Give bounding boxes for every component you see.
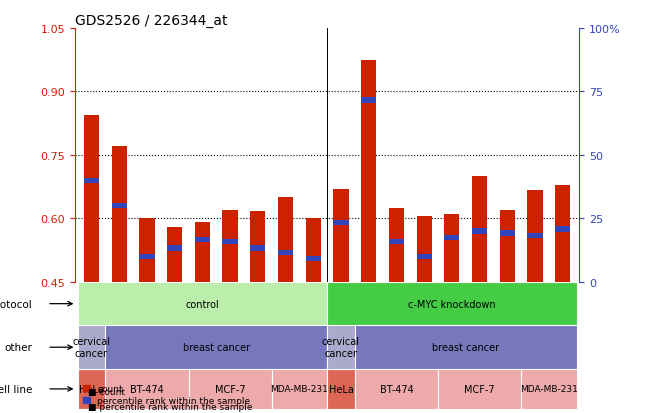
Bar xyxy=(327,325,355,369)
Bar xyxy=(223,240,238,245)
Bar xyxy=(521,369,577,409)
Bar xyxy=(527,233,543,239)
Text: ■ count
■ percentile rank within the sample: ■ count ■ percentile rank within the sam… xyxy=(88,387,253,411)
Bar xyxy=(500,231,515,236)
Bar xyxy=(105,325,327,369)
Text: MDA-MB-231: MDA-MB-231 xyxy=(270,385,328,394)
Bar xyxy=(355,369,438,409)
Bar xyxy=(527,190,543,282)
Bar xyxy=(389,240,404,245)
Bar xyxy=(333,221,349,226)
Bar xyxy=(278,198,293,282)
Text: control: control xyxy=(186,299,219,309)
Bar xyxy=(305,256,321,262)
Text: BT-474: BT-474 xyxy=(380,384,413,394)
Text: MDA-MB-231: MDA-MB-231 xyxy=(520,385,578,394)
Bar xyxy=(417,254,432,260)
Bar xyxy=(361,61,376,282)
Bar xyxy=(77,282,327,325)
Text: c-MYC knockdown: c-MYC knockdown xyxy=(408,299,495,309)
Bar xyxy=(77,325,105,369)
Bar xyxy=(472,177,487,282)
Legend: count, percentile rank within the sample: count, percentile rank within the sample xyxy=(79,381,254,408)
Bar xyxy=(361,98,376,103)
Text: breast cancer: breast cancer xyxy=(183,342,250,352)
Bar xyxy=(139,254,154,260)
Text: MCF-7: MCF-7 xyxy=(215,384,245,394)
Bar xyxy=(195,222,210,282)
Bar xyxy=(305,219,321,282)
Bar xyxy=(355,325,577,369)
Bar xyxy=(444,235,460,241)
Bar xyxy=(389,208,404,282)
Bar xyxy=(555,227,570,232)
Bar xyxy=(250,211,266,282)
Text: cell line: cell line xyxy=(0,384,32,394)
Bar xyxy=(333,189,349,282)
Text: breast cancer: breast cancer xyxy=(432,342,499,352)
Text: GDS2526 / 226344_at: GDS2526 / 226344_at xyxy=(75,14,227,28)
Bar xyxy=(223,211,238,282)
Text: HeLa: HeLa xyxy=(329,384,353,394)
Bar xyxy=(417,217,432,282)
Bar xyxy=(139,219,154,282)
Bar xyxy=(250,246,266,251)
Bar xyxy=(327,282,577,325)
Bar xyxy=(327,369,355,409)
Bar xyxy=(111,147,127,282)
Bar xyxy=(77,369,105,409)
Bar xyxy=(167,227,182,282)
Bar xyxy=(111,204,127,209)
Text: cervical
cancer: cervical cancer xyxy=(72,337,111,358)
Bar xyxy=(472,229,487,234)
Text: MCF-7: MCF-7 xyxy=(464,384,495,394)
Bar xyxy=(189,369,271,409)
Bar xyxy=(84,178,99,184)
Bar xyxy=(444,215,460,282)
Bar xyxy=(167,246,182,251)
Text: other: other xyxy=(4,342,32,352)
Bar xyxy=(555,185,570,282)
Bar xyxy=(195,237,210,243)
Bar xyxy=(271,369,327,409)
Bar xyxy=(105,369,189,409)
Bar xyxy=(438,369,521,409)
Text: cervical
cancer: cervical cancer xyxy=(322,337,360,358)
Text: protocol: protocol xyxy=(0,299,32,309)
Text: BT-474: BT-474 xyxy=(130,384,164,394)
Bar xyxy=(278,250,293,255)
Bar xyxy=(500,211,515,282)
Bar xyxy=(84,116,99,282)
Text: HeLa: HeLa xyxy=(79,384,104,394)
